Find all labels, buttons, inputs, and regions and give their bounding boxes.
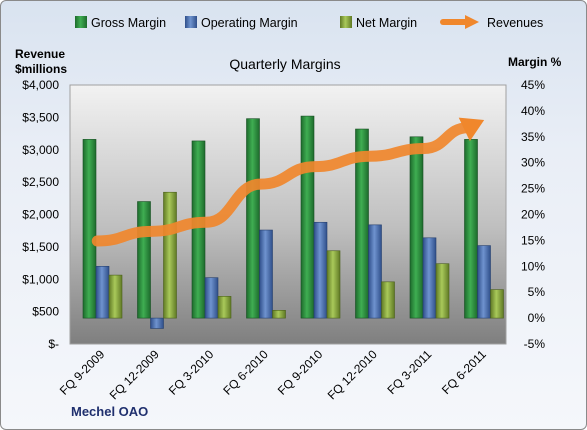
bar-net-margin-2 bbox=[217, 296, 232, 319]
bar-operating-margin-4 bbox=[313, 221, 328, 319]
bar-gross-margin-2 bbox=[191, 140, 206, 319]
x-tick-label: FQ 6-2011 bbox=[439, 347, 489, 397]
left-axis-ticks: $- $500 $1,000 $1,500 $2,000 $2,500 $3,000 $3,5… bbox=[22, 78, 59, 351]
left-tick-label: $- bbox=[48, 337, 59, 351]
x-tick-label: FQ 3-2010 bbox=[166, 347, 217, 398]
left-tick-label: $3,000 bbox=[22, 143, 59, 157]
bar-operating-margin-2 bbox=[204, 277, 219, 319]
right-tick-label: 30% bbox=[521, 156, 545, 170]
bar-net-margin-5 bbox=[381, 281, 395, 319]
right-tick-label: 20% bbox=[521, 208, 545, 222]
left-tick-label: $500 bbox=[32, 305, 59, 319]
chart-title: Quarterly Margins bbox=[229, 56, 340, 72]
legend-swatch-revenues bbox=[440, 15, 479, 29]
revenue-line-layer bbox=[91, 117, 485, 247]
bar-gross-margin-4 bbox=[300, 115, 315, 319]
bar-operating-margin-1 bbox=[150, 317, 164, 329]
bar-gross-margin-5 bbox=[355, 128, 369, 319]
right-tick-label: 35% bbox=[521, 130, 545, 144]
bar-net-margin-6 bbox=[435, 263, 450, 319]
bar-gross-margin-7 bbox=[464, 139, 478, 319]
bar-net-margin-0 bbox=[108, 274, 123, 319]
legend-label-net-margin: Net Margin bbox=[356, 16, 417, 30]
right-axis-title: Margin % bbox=[508, 55, 562, 69]
right-tick-label: 40% bbox=[521, 104, 545, 118]
x-tick-label: FQ 12-2010 bbox=[325, 347, 380, 402]
bar-gross-margin-1 bbox=[137, 201, 151, 319]
left-axis-title-line1: Revenue bbox=[15, 47, 65, 61]
bar-operating-margin-3 bbox=[259, 229, 273, 319]
bar-gross-margin-3 bbox=[246, 118, 260, 319]
bar-operating-margin-0 bbox=[95, 265, 110, 319]
x-tick-label: FQ 3-2011 bbox=[385, 347, 435, 397]
x-tick-label: FQ 6-2010 bbox=[220, 347, 271, 398]
x-tick-label: FQ 9-2009 bbox=[57, 347, 108, 398]
legend-label-gross-margin: Gross Margin bbox=[91, 16, 166, 30]
right-tick-label: 15% bbox=[521, 233, 545, 247]
bar-operating-margin-6 bbox=[422, 237, 437, 319]
bar-net-margin-3 bbox=[272, 310, 286, 319]
bar-gross-margin-6 bbox=[409, 136, 424, 319]
left-tick-label: $1,000 bbox=[22, 272, 59, 286]
company-name: Mechel OAO bbox=[71, 404, 148, 419]
bar-gross-margin-0 bbox=[82, 139, 97, 319]
left-tick-label: $2,000 bbox=[22, 208, 59, 222]
legend-label-revenues: Revenues bbox=[487, 16, 543, 30]
revenue-arrowhead bbox=[458, 117, 485, 142]
right-tick-label: 45% bbox=[521, 78, 545, 92]
left-axis-title-line2: $millions bbox=[15, 62, 67, 76]
bar-layer bbox=[82, 115, 504, 329]
left-tick-label: $1,500 bbox=[22, 240, 59, 254]
right-tick-label: 0% bbox=[528, 311, 546, 325]
bar-net-margin-1 bbox=[163, 191, 177, 319]
x-axis-ticks: FQ 9-2009 FQ 12-2009 FQ 3-2010 FQ 6-2010 FQ … bbox=[57, 347, 489, 402]
x-tick-label: FQ 12-2009 bbox=[107, 347, 162, 402]
right-axis-ticks: -5% 0% 5% 10% 15% 20% 25% 30% 35% 40% 45% bbox=[521, 78, 545, 351]
bar-net-margin-7 bbox=[490, 289, 504, 319]
bar-net-margin-4 bbox=[326, 250, 341, 319]
bar-operating-margin-5 bbox=[368, 224, 382, 319]
x-tick-label: FQ 9-2010 bbox=[275, 347, 326, 398]
legend-swatch-gross-margin bbox=[75, 16, 87, 28]
right-tick-label: -5% bbox=[524, 337, 546, 351]
right-tick-label: 5% bbox=[528, 285, 546, 299]
legend-swatch-net-margin bbox=[340, 16, 352, 28]
legend: Gross Margin Operating Margin Net Margin… bbox=[75, 15, 543, 30]
left-tick-label: $3,500 bbox=[22, 110, 59, 124]
right-tick-label: 10% bbox=[521, 259, 545, 273]
left-tick-label: $4,000 bbox=[22, 78, 59, 92]
right-tick-label: 25% bbox=[521, 182, 545, 196]
bar-operating-margin-7 bbox=[477, 245, 491, 319]
legend-label-operating-margin: Operating Margin bbox=[201, 16, 298, 30]
left-tick-label: $2,500 bbox=[22, 175, 59, 189]
revenue-line bbox=[91, 122, 474, 247]
legend-swatch-operating-margin bbox=[185, 16, 197, 28]
